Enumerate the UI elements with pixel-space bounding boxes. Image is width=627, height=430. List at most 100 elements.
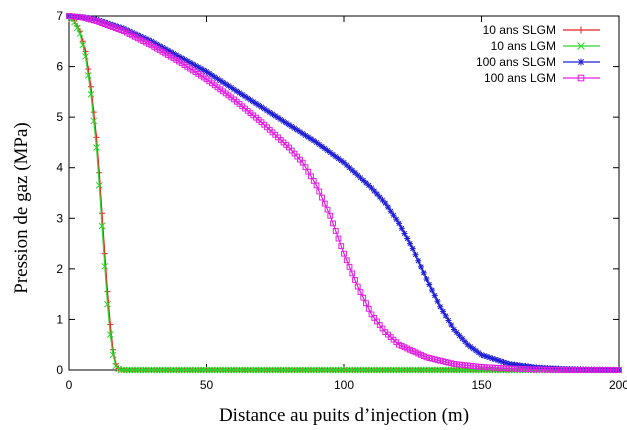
y-tick-label: 4 [56, 161, 63, 175]
legend-label: 100 ans LGM [484, 71, 556, 85]
data-point [164, 366, 172, 374]
data-point [327, 212, 334, 219]
data-point [324, 147, 331, 154]
data-point [406, 366, 414, 374]
data-point [349, 167, 356, 174]
data-point [239, 91, 246, 98]
data-point [291, 366, 298, 374]
data-point [319, 194, 325, 201]
y-tick-label: 2 [56, 262, 63, 276]
data-point [332, 228, 339, 234]
data-point [365, 366, 373, 374]
data-point [225, 366, 232, 374]
data-point [307, 366, 315, 374]
data-point [448, 321, 455, 328]
series-line [68, 15, 619, 371]
data-point [228, 84, 235, 91]
data-point [404, 235, 411, 242]
data-point [283, 119, 290, 126]
legend-label: 10 ans SLGM [483, 23, 556, 37]
data-point [340, 366, 348, 374]
legend-marker [577, 58, 585, 66]
data-point [489, 355, 496, 362]
data-point [299, 366, 307, 374]
data-point [252, 366, 260, 374]
data-point [162, 45, 169, 52]
data-point [101, 262, 109, 270]
y-tick-label: 1 [56, 312, 63, 326]
data-point [85, 66, 92, 73]
series-line [68, 15, 619, 371]
data-point [363, 179, 369, 186]
data-point [379, 197, 386, 204]
data-point [423, 366, 430, 374]
data-point [305, 134, 312, 141]
data-point [319, 143, 325, 150]
data-point [332, 153, 339, 160]
data-point [90, 109, 97, 116]
data-point [285, 366, 293, 374]
x-tick-label: 0 [66, 378, 73, 392]
y-tick-label: 5 [56, 110, 63, 124]
data-point [414, 366, 422, 374]
data-point [343, 162, 350, 169]
data-point [205, 366, 213, 374]
data-point [123, 366, 131, 374]
data-point [470, 345, 477, 352]
data-point [418, 263, 424, 270]
data-point [187, 59, 193, 66]
data-point [134, 366, 142, 374]
data-point [128, 366, 136, 374]
data-point [269, 366, 276, 374]
data-point [407, 240, 413, 247]
data-point [288, 366, 296, 374]
data-point [192, 366, 199, 374]
data-point [225, 82, 232, 89]
data-point [214, 366, 221, 374]
data-point [120, 366, 128, 374]
data-point [324, 366, 331, 374]
data-point [393, 216, 400, 223]
data-point [409, 366, 417, 374]
data-point [84, 72, 92, 79]
data-point [142, 366, 150, 374]
data-point [275, 114, 281, 121]
data-point [478, 351, 485, 358]
data-point [109, 351, 117, 359]
data-point [286, 121, 292, 128]
data-point [264, 107, 270, 114]
data-point [352, 169, 358, 176]
data-point [335, 155, 342, 162]
data-point [165, 47, 171, 54]
data-point [304, 366, 312, 374]
data-point [233, 88, 240, 95]
data-point [434, 366, 441, 374]
data-point [99, 210, 105, 217]
data-point [294, 127, 301, 134]
data-point [401, 366, 408, 374]
data-point [308, 135, 314, 142]
data-point [291, 125, 298, 132]
data-point [357, 366, 364, 374]
data-point [137, 366, 144, 374]
legend-marker [577, 26, 585, 34]
data-point [93, 144, 100, 151]
data-point [167, 48, 174, 55]
data-point [332, 366, 340, 374]
data-point [310, 137, 317, 144]
data-point [167, 366, 175, 374]
data-point [217, 77, 224, 84]
data-point [274, 366, 282, 374]
data-point [170, 50, 177, 57]
data-point [175, 366, 183, 374]
data-point [451, 326, 457, 333]
data-point [368, 184, 375, 191]
data-point [473, 347, 479, 354]
data-point [247, 96, 254, 103]
data-point [341, 159, 347, 166]
data-point [428, 366, 436, 374]
data-point [329, 366, 337, 374]
data-point [396, 220, 402, 227]
data-point [415, 257, 422, 264]
data-point [440, 308, 446, 315]
